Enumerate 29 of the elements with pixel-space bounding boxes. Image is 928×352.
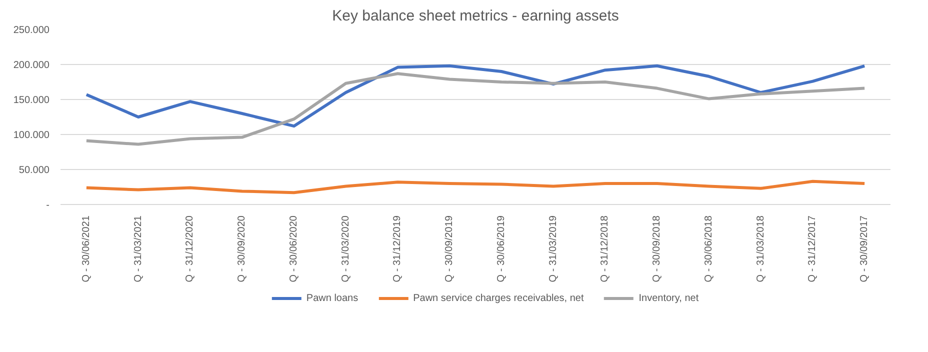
x-tick-label: Q - 30/09/2020: [236, 215, 248, 282]
x-tick-label: Q - 30/06/2019: [496, 215, 507, 282]
y-tick-label: 250.000: [13, 25, 50, 36]
y-tick-label: 200.000: [13, 60, 50, 71]
x-tick-label: Q - 30/09/2017: [859, 215, 870, 282]
x-tick-label: Q - 31/12/2019: [392, 215, 404, 282]
x-tick-label: Q - 31/12/2017: [807, 215, 818, 282]
y-tick-label: 100.000: [13, 130, 50, 141]
x-tick-label: Q - 30/06/2018: [703, 215, 714, 282]
x-tick-label: Q - 31/03/2018: [755, 215, 766, 282]
x-tick-label: Q - 31/03/2019: [548, 215, 559, 282]
line-series: [84, 180, 866, 194]
y-tick-label: 50.000: [18, 165, 50, 176]
line-series: [84, 72, 866, 146]
y-tick-label: 150.000: [13, 95, 50, 106]
x-tick-label: Q - 30/09/2018: [652, 215, 663, 282]
y-tick-label: -: [46, 200, 50, 211]
x-tick-label: Q - 31/12/2020: [184, 215, 196, 282]
legend-label: Pawn service charges receivables, net: [413, 292, 584, 304]
chart-title: Key balance sheet metrics - earning assets: [332, 8, 619, 24]
x-tick-label: Q - 30/09/2019: [444, 215, 456, 282]
x-tick-label: Q - 31/03/2021: [132, 215, 144, 282]
line-series: [84, 64, 866, 128]
legend-label: Pawn loans: [306, 292, 358, 304]
x-tick-label: Q - 31/12/2018: [600, 215, 611, 282]
legend-label: Inventory, net: [638, 292, 699, 304]
x-tick-label: Q - 31/03/2020: [340, 215, 352, 282]
x-tick-label: Q - 30/06/2021: [80, 215, 92, 282]
x-tick-label: Q - 30/06/2020: [288, 215, 300, 282]
